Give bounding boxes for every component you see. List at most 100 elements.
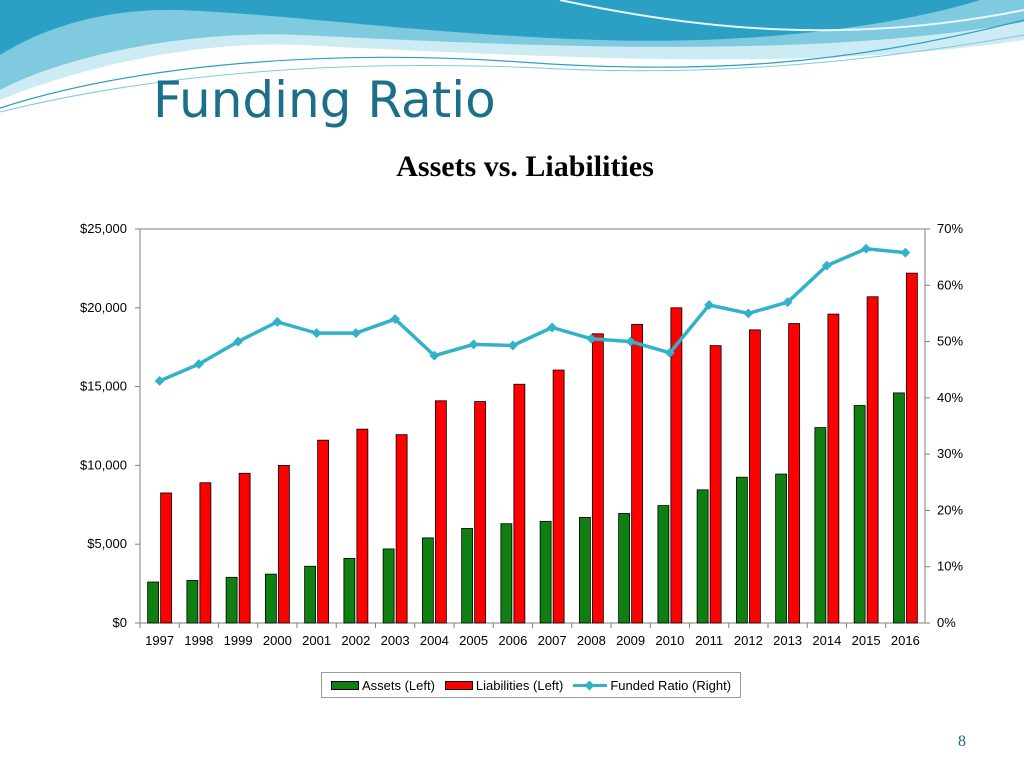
chart-legend: Assets (Left) Liabilities (Left) Funded … [321,672,741,698]
funded-ratio-point [468,339,479,350]
liabilities-bar [356,428,369,624]
x-axis-tick-label: 2003 [381,633,410,648]
x-axis-tick-label: 1999 [224,633,253,648]
assets-bar [853,405,866,624]
liabilities-swatch [444,680,473,690]
x-axis-tick-label: 2008 [577,633,606,648]
x-axis-tick-label: 2005 [459,633,488,648]
legend-label-liabilities: Liabilities (Left) [475,677,564,693]
liabilities-bar [160,492,173,624]
liabilities-bar [591,333,604,624]
assets-bar [343,557,356,624]
liabilities-bar [474,401,487,624]
funded-ratio-point [664,347,675,358]
assets-bar [147,581,160,624]
right-axis-tick-label: 70% [937,221,963,236]
assets-bar [500,523,513,624]
liabilities-bar [709,345,722,624]
right-axis-tick-label: 0% [937,615,956,630]
funding-ratio-chart: $0 $5,000 $10,000 $15,000 $20,000 $25,000 0% 10… [80,221,963,648]
slide-title: Funding Ratio [153,71,496,129]
x-axis-tick-label: 2014 [812,633,841,648]
assets-bar [578,517,591,624]
x-axis-tick-label: 2006 [498,633,527,648]
assets-swatch [330,680,359,690]
right-axis-tick-label: 20% [937,502,963,517]
x-axis-tick-label: 2002 [341,633,370,648]
funded-ratio-point [272,316,283,327]
header-wave-decoration [0,0,1024,113]
assets-bar [735,476,748,624]
liabilities-bar [199,482,212,624]
plot-area-border [139,228,926,624]
x-axis-tick-label: 1998 [184,633,213,648]
legend-label-funded-ratio: Funded Ratio (Right) [610,677,732,693]
legend-label-assets: Assets (Left) [361,677,435,693]
x-axis-tick-label: 2009 [616,633,645,648]
left-axis-tick-label: $5,000 [87,536,127,551]
assets-bar [539,520,552,624]
funded-ratio-point [193,359,204,370]
x-axis-tick-label: 2004 [420,633,449,648]
x-axis-tick-label: 2013 [773,633,802,648]
assets-bar [304,565,317,624]
x-axis-tick-label: 2010 [655,633,684,648]
funded-ratio-swatch [573,681,608,690]
funded-ratio-line [158,246,906,383]
legend-item-liabilities: Liabilities (Left) [444,677,564,693]
funded-ratio-point [350,328,361,339]
liabilities-bar [788,323,801,624]
assets-bar [382,548,395,624]
liabilities-bar [277,464,290,624]
right-axis-tick-label: 60% [937,277,963,292]
funded-ratio-point [625,336,636,347]
x-axis-tick-label: 2012 [734,633,763,648]
right-axis-tick-label: 40% [937,390,963,405]
liabilities-bar [631,323,644,624]
page-number: 8 [958,733,966,750]
x-axis-tick-label: 2015 [852,633,881,648]
liabilities-bar [395,434,408,624]
funded-ratio-point [782,297,793,308]
assets-bar [775,473,788,624]
assets-bar [814,427,827,624]
left-axis-tick-label: $25,000 [80,221,127,236]
funded-ratio-point [547,322,558,333]
left-axis-tick-label: $15,000 [80,379,127,394]
funded-ratio-point [233,336,244,347]
liabilities-bar [552,369,565,624]
x-axis-tick-label: 2011 [695,633,723,648]
funded-ratio-point [900,247,911,258]
liabilities-bar [866,296,879,624]
assets-bar [264,573,277,624]
liabilities-bar [434,400,447,624]
funded-ratio-point [586,333,597,344]
assets-bar [225,576,238,624]
funded-ratio-point [743,308,754,319]
liabilities-bar [238,472,251,624]
left-axis-tick-label: $0 [113,615,127,630]
x-axis-tick-label: 2000 [263,633,292,648]
legend-item-assets: Assets (Left) [330,677,435,693]
liabilities-bar [670,307,683,624]
legend-item-funded-ratio: Funded Ratio (Right) [573,678,731,693]
assets-bar [421,537,434,624]
right-axis-tick-label: 10% [937,559,963,574]
funded-ratio-point [821,260,832,271]
liabilities-bar [748,329,761,624]
x-axis-tick-label: 2007 [538,633,567,648]
assets-bar [618,513,631,624]
left-axis-tick-label: $10,000 [80,457,127,472]
assets-bar [696,489,709,624]
liabilities-bar [905,272,918,624]
liabilities-bar [317,439,330,624]
assets-bar [186,580,199,624]
right-axis-tick-label: 30% [937,446,963,461]
funded-ratio-point [861,243,872,254]
right-axis-tick-label: 50% [937,334,963,349]
x-axis-tick-label: 1997 [145,633,174,648]
x-axis-tick-label: 2016 [891,633,920,648]
assets-bar [892,392,905,624]
chart-title: Assets vs. Liabilities [396,150,654,183]
liabilities-bar [827,313,840,624]
